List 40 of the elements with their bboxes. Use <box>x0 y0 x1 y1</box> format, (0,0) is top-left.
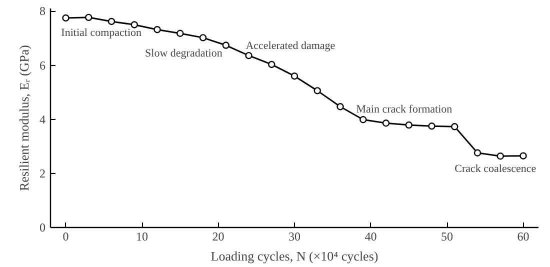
x-tick-label: 60 <box>517 230 530 244</box>
x-tick-label: 20 <box>212 230 224 244</box>
point <box>314 87 321 94</box>
point <box>176 30 184 37</box>
annotation: Slow degradation <box>145 47 223 60</box>
point <box>290 72 298 80</box>
point <box>154 26 161 34</box>
x-tick-label: 0 <box>62 230 69 244</box>
point <box>451 123 458 130</box>
point <box>405 121 412 129</box>
annotation: Initial compaction <box>61 26 142 39</box>
point <box>268 60 276 68</box>
y-axis-title: Resilient modulus, Eᵣ (GPa) <box>16 45 32 191</box>
annotation: Accelerated damage <box>246 40 336 52</box>
point <box>520 152 527 160</box>
point <box>360 116 367 124</box>
y-tick-label: 8 <box>40 4 46 18</box>
point <box>62 14 70 22</box>
x-axis-title: Loading cycles, N (×10⁴ cycles) <box>210 248 378 264</box>
point <box>474 149 482 156</box>
x-tick-label: 50 <box>441 230 453 244</box>
y-tick-label: 6 <box>40 58 46 72</box>
point <box>336 103 344 110</box>
point <box>108 18 116 26</box>
y-tick-label: 4 <box>40 112 46 126</box>
point <box>222 42 230 49</box>
point <box>85 14 92 22</box>
point <box>245 52 252 60</box>
annotation: Crack coalescence <box>454 163 536 176</box>
y-tick-label: 0 <box>40 220 46 234</box>
x-tick-label: 10 <box>136 230 148 244</box>
point <box>496 152 504 160</box>
annotation: Main crack formation <box>356 104 453 116</box>
y-tick-label: 2 <box>40 166 46 180</box>
point <box>382 120 390 127</box>
x-tick-label: 30 <box>288 230 300 244</box>
point <box>428 122 436 130</box>
point <box>199 34 207 42</box>
point <box>130 21 138 28</box>
x-tick-label: 40 <box>364 230 377 244</box>
